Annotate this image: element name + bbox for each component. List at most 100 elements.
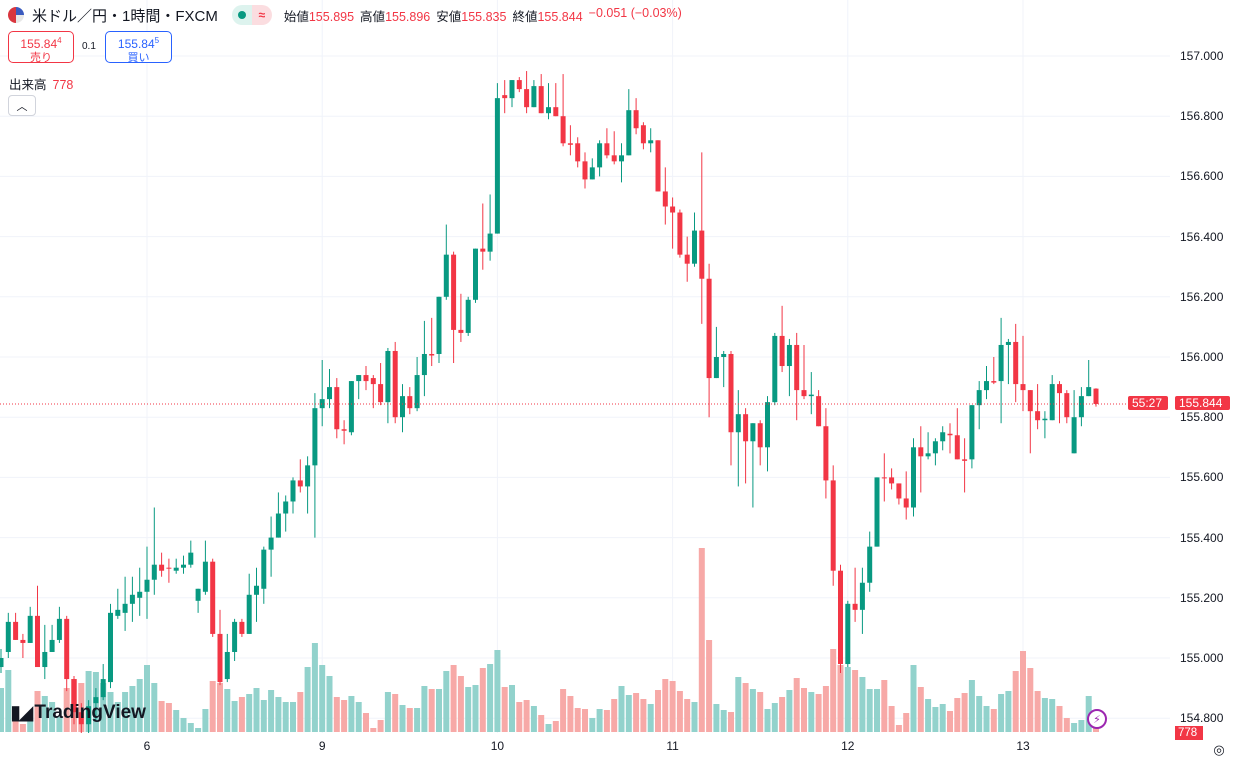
change-value: −0.051 (−0.03%) xyxy=(588,5,682,20)
candle-body xyxy=(239,621,245,634)
volume-bar xyxy=(1049,699,1056,732)
candle-body xyxy=(962,459,968,461)
candle-body xyxy=(421,353,427,376)
volume-bar xyxy=(268,690,275,732)
y-tick-label: 154.800 xyxy=(1180,711,1224,726)
volume-bar xyxy=(1041,698,1048,732)
volume-bar xyxy=(246,694,253,732)
volume-bar xyxy=(370,728,377,732)
y-tick-label: 155.000 xyxy=(1180,651,1224,665)
volume-bar xyxy=(114,702,121,732)
volume-bar xyxy=(509,685,515,732)
candle-body xyxy=(889,477,895,484)
volume-bar xyxy=(384,692,391,732)
volume-bar xyxy=(749,689,756,732)
candle-body xyxy=(13,621,19,640)
market-status-pill[interactable]: ≈ xyxy=(231,5,272,25)
volume-bar xyxy=(443,671,450,732)
volume-legend[interactable]: 出来高 778 xyxy=(9,74,73,93)
chart-plot-area[interactable] xyxy=(0,0,1170,733)
candle-body xyxy=(20,639,26,643)
volume-bar xyxy=(253,688,260,732)
volume-bar xyxy=(895,725,902,732)
volume-bar xyxy=(487,664,494,732)
volume-bar xyxy=(713,704,720,732)
low-value: 155.835 xyxy=(461,9,507,24)
price-axis[interactable]: 157.200 157.000 156.800 156.600 156.400 156.2… xyxy=(1170,0,1233,733)
volume-bar xyxy=(1020,651,1026,732)
sell-button[interactable]: 155.844 売り xyxy=(8,31,74,64)
usd-jpy-flag-icon xyxy=(8,7,24,23)
candle-body xyxy=(188,552,194,565)
x-tick-label: 12 xyxy=(841,739,855,753)
candle-body xyxy=(385,350,391,403)
last-price-tag: 155.844 xyxy=(1175,396,1230,410)
buy-price-pip: 5 xyxy=(154,36,160,45)
volume-bar xyxy=(676,691,683,732)
volume-bar xyxy=(764,709,771,732)
lightning-icon[interactable]: ⚡ xyxy=(1087,709,1107,729)
candle-body xyxy=(779,335,785,367)
market-open-dot-icon xyxy=(231,5,252,25)
volume-bar xyxy=(603,710,610,732)
volume-bar xyxy=(501,687,508,732)
tradingview-wordmark: TradingView xyxy=(34,701,146,723)
volume-bar xyxy=(881,680,888,732)
volume-label: 出来高 xyxy=(9,78,47,92)
candle-body xyxy=(874,477,880,547)
candle-body xyxy=(195,588,201,601)
volume-bar xyxy=(392,694,399,732)
time-axis[interactable]: 6 9 10 11 12 13 xyxy=(0,733,1170,760)
settings-eye-icon[interactable]: ◎ xyxy=(1213,742,1225,757)
volume-bar xyxy=(282,702,289,732)
candle-body xyxy=(976,390,982,406)
high-label: 高値 xyxy=(360,9,386,24)
candle-body xyxy=(1013,341,1019,385)
x-tick-label: 10 xyxy=(490,739,505,753)
volume-bar xyxy=(859,677,866,732)
bar-countdown: 55:27 xyxy=(1132,396,1163,410)
symbol-title[interactable]: 米ドル／円・1時間・FXCM xyxy=(32,7,218,25)
candle-body xyxy=(224,651,230,680)
sell-price-pip: 4 xyxy=(57,36,62,45)
volume-bar xyxy=(808,692,815,732)
x-tick-label: 6 xyxy=(143,739,151,753)
volume-bar xyxy=(698,548,705,732)
volume-bar xyxy=(874,689,880,732)
candle-body xyxy=(954,435,960,460)
candle-body xyxy=(429,353,435,356)
volume-bar xyxy=(209,681,216,732)
buy-button[interactable]: 155.845 買い xyxy=(105,31,172,64)
volume-bar xyxy=(852,670,859,732)
volume-bar xyxy=(319,665,326,732)
volume-bar xyxy=(144,665,150,732)
candlestick-chart[interactable] xyxy=(0,0,1170,733)
candle-body xyxy=(911,447,916,508)
volume-bar xyxy=(976,696,983,732)
candle-body xyxy=(859,582,865,610)
candle-body xyxy=(312,408,318,466)
volume-bar xyxy=(187,723,194,732)
volume-bar xyxy=(545,724,552,732)
volume-bar xyxy=(151,683,158,732)
candle-body xyxy=(458,329,464,333)
candle-body xyxy=(275,513,281,538)
volume-bar xyxy=(399,705,406,732)
volume-tag: 778 xyxy=(1175,726,1203,740)
candle-body xyxy=(327,387,332,400)
volume-bar xyxy=(567,696,574,732)
candle-body xyxy=(706,278,712,379)
collapse-legend-button[interactable]: ︿ xyxy=(8,95,36,116)
candle-body xyxy=(268,537,274,550)
candle-body xyxy=(940,432,946,442)
volume-bar xyxy=(516,702,523,732)
volume-bar xyxy=(1071,723,1078,732)
volume-bar xyxy=(457,676,464,732)
candle-body xyxy=(713,357,719,379)
last-price: 155.844 xyxy=(1179,396,1223,410)
candle-body xyxy=(721,353,727,357)
volume-bar xyxy=(355,702,362,732)
candle-body xyxy=(567,143,573,145)
tradingview-logo[interactable]: ▮◢ TradingView xyxy=(10,700,146,725)
volume-bar xyxy=(465,687,472,732)
